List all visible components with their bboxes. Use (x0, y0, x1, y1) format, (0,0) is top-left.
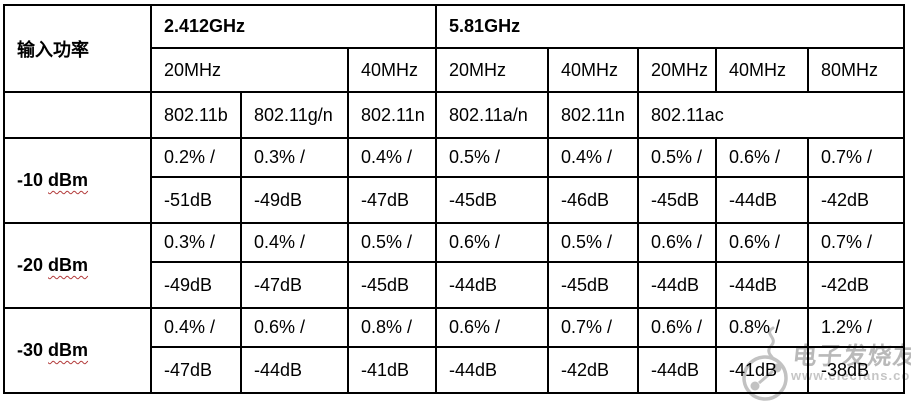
evm-percent-cell: 0.7% / (807, 137, 906, 178)
evm-db-cell: -45dB (435, 176, 550, 224)
evm-db-cell: -38dB (807, 346, 906, 394)
evm-percent-cell: 0.7% / (807, 222, 906, 263)
evm-db-cell: -49dB (240, 176, 349, 224)
evm-percent-cell: 0.6% / (637, 307, 718, 348)
evm-percent-cell: 0.5% / (547, 222, 640, 263)
evm-db-cell: -49dB (150, 261, 242, 309)
evm-percent-cell: 0.5% / (435, 137, 550, 178)
evm-percent-cell: 0.2% / (150, 137, 242, 178)
evm-db-cell: -45dB (637, 176, 718, 224)
freq-header-2g4: 2.412GHz (149, 4, 438, 49)
evm-db-cell: -47dB (150, 346, 242, 394)
evm-db-cell: -44dB (435, 346, 550, 394)
evm-db-cell: -41dB (346, 346, 438, 394)
power-row-label: -30 dBm (3, 307, 152, 394)
evm-db-cell: -42dB (807, 261, 906, 309)
bandwidth-header: 20MHz (435, 47, 550, 93)
evm-percent-cell: 0.6% / (715, 137, 810, 178)
evm-percent-cell: 0.7% / (547, 307, 640, 348)
power-row-label: -10 dBm (3, 137, 152, 224)
evm-db-cell: -44dB (715, 261, 810, 309)
empty-cell (3, 91, 152, 139)
evm-percent-cell: 0.3% / (150, 222, 242, 263)
bandwidth-header: 40MHz (547, 47, 640, 93)
input-power-header: 输入功率 (3, 4, 152, 93)
bandwidth-header: 80MHz (807, 47, 906, 93)
standard-header: 802.11ac (637, 91, 906, 139)
evm-db-cell: -47dB (240, 261, 349, 309)
standard-header: 802.11b (150, 91, 242, 139)
bandwidth-header: 20MHz (150, 47, 349, 93)
standard-header: 802.11a/n (435, 91, 550, 139)
evm-percent-cell: 0.3% / (240, 137, 349, 178)
evm-percent-cell: 0.5% / (637, 137, 718, 178)
evm-results-table: 输入功率 2.412GHz 5.81GHz 20MHz 40MHz 20MHz … (3, 4, 906, 394)
evm-percent-cell: 0.6% / (715, 222, 810, 263)
evm-db-cell: -44dB (637, 261, 718, 309)
evm-db-cell: -42dB (807, 176, 906, 224)
evm-db-cell: -47dB (346, 176, 438, 224)
evm-db-cell: -44dB (637, 346, 718, 394)
evm-db-cell: -41dB (715, 346, 810, 394)
bandwidth-header: 20MHz (637, 47, 718, 93)
bandwidth-header: 40MHz (715, 47, 810, 93)
evm-percent-cell: 0.6% / (435, 222, 550, 263)
bandwidth-header: 40MHz (346, 47, 438, 93)
evm-percent-cell: 0.8% / (715, 307, 810, 348)
evm-db-cell: -44dB (240, 346, 349, 394)
evm-db-cell: -45dB (346, 261, 438, 309)
evm-percent-cell: 0.4% / (346, 137, 438, 178)
evm-db-cell: -44dB (435, 261, 550, 309)
evm-percent-cell: 0.5% / (346, 222, 438, 263)
standard-header: 802.11g/n (240, 91, 349, 139)
evm-db-cell: -51dB (150, 176, 242, 224)
standard-header: 802.11n (547, 91, 640, 139)
freq-header-5g: 5.81GHz (435, 4, 906, 49)
evm-percent-cell: 0.6% / (435, 307, 550, 348)
evm-db-cell: -44dB (715, 176, 810, 224)
evm-db-cell: -45dB (547, 261, 640, 309)
evm-percent-cell: 0.8% / (346, 307, 438, 348)
evm-percent-cell: 0.6% / (637, 222, 718, 263)
evm-db-cell: -46dB (547, 176, 640, 224)
power-row-label: -20 dBm (3, 222, 152, 309)
evm-percent-cell: 0.6% / (240, 307, 349, 348)
evm-percent-cell: 0.4% / (547, 137, 640, 178)
standard-header: 802.11n (346, 91, 438, 139)
evm-db-cell: -42dB (547, 346, 640, 394)
evm-percent-cell: 1.2% / (807, 307, 906, 348)
evm-percent-cell: 0.4% / (240, 222, 349, 263)
evm-percent-cell: 0.4% / (150, 307, 242, 348)
